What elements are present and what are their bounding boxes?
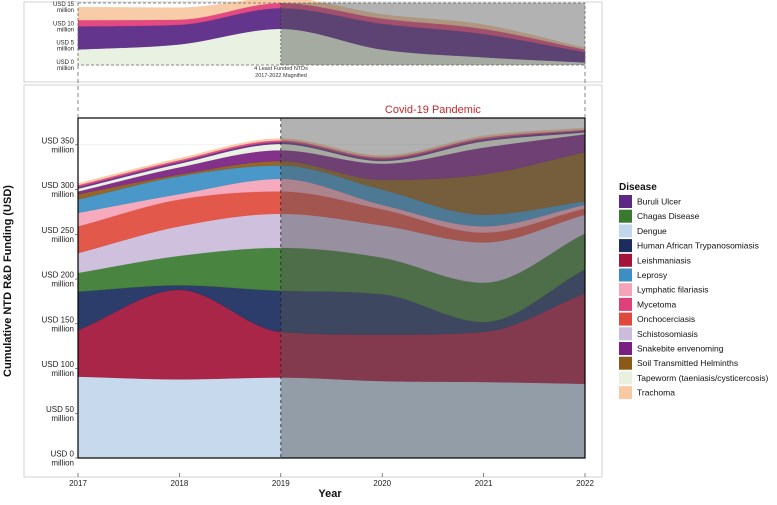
inset-y-tick-label: USD 10 bbox=[53, 21, 75, 27]
covid-label: Covid-19 Pandemic bbox=[385, 104, 481, 116]
y-tick-unit: million bbox=[51, 190, 74, 199]
legend-swatch bbox=[619, 371, 632, 385]
inset-bands bbox=[77, 0, 586, 66]
legend-label: Schistosomiasis bbox=[637, 329, 698, 339]
legend-swatch bbox=[619, 224, 632, 238]
legend-swatch bbox=[619, 253, 632, 267]
inset-covid-shade bbox=[280, 3, 585, 65]
plot-box bbox=[77, 117, 586, 459]
legend-swatch bbox=[619, 195, 632, 208]
inset-y-tick-unit: million bbox=[57, 8, 74, 14]
y-tick-label: USD 150 bbox=[42, 315, 75, 324]
y-tick-unit: million bbox=[51, 324, 74, 333]
x-axis-title: Year bbox=[318, 488, 342, 500]
legend-item-buruli-ulcer: Buruli Ulcer bbox=[619, 195, 681, 208]
legend-item-mycetoma: Mycetoma bbox=[619, 297, 676, 311]
legend-label: Buruli Ulcer bbox=[637, 197, 681, 207]
legend-label: Soil Transmitted Helminths bbox=[637, 358, 738, 368]
legend-swatch bbox=[619, 342, 632, 355]
legend-swatch bbox=[619, 283, 632, 297]
legend: Disease Buruli Ulcer Chagas Disease Dengue… bbox=[619, 182, 768, 400]
legend-swatch bbox=[619, 297, 632, 311]
legend-swatch bbox=[619, 209, 632, 223]
legend-item-schistosomiasis: Schistosomiasis bbox=[619, 327, 698, 341]
inset-connectors bbox=[77, 65, 586, 118]
inset-y-tick-unit: million bbox=[57, 66, 74, 72]
x-axis: 2017 2018 2019 2020 2021 2022 bbox=[69, 473, 594, 488]
legend-item-leishmaniasis: Leishmaniasis bbox=[619, 253, 691, 267]
inset-y-tick-label: USD 5 bbox=[56, 41, 74, 47]
legend-label: Mycetoma bbox=[637, 299, 676, 309]
inset-y-tick-unit: million bbox=[57, 27, 74, 33]
legend-label: Trachoma bbox=[637, 388, 675, 398]
y-tick-unit: million bbox=[51, 369, 74, 378]
x-tick-label: 2018 bbox=[171, 479, 189, 488]
inset-y-tick-unit: million bbox=[57, 47, 74, 53]
legend-label: Leprosy bbox=[637, 270, 668, 280]
inset-magnified-box bbox=[77, 2, 586, 66]
inset-caption-line1: 4 Least Funded NTDs bbox=[254, 66, 308, 72]
legend-item-human-african-trypanosomiasis: Human African Trypanosomiasis bbox=[619, 239, 759, 253]
inset-caption-line2: 2017-2022 Magnified bbox=[255, 73, 307, 79]
legend-swatch bbox=[619, 327, 632, 341]
legend-item-leprosy: Leprosy bbox=[619, 268, 668, 282]
y-tick-unit: million bbox=[51, 280, 74, 289]
legend-swatch bbox=[619, 268, 632, 282]
x-tick-label: 2021 bbox=[475, 479, 493, 488]
legend-item-snakebite-envenoming: Snakebite envenoming bbox=[619, 342, 724, 355]
legend-label: Leishmaniasis bbox=[637, 255, 691, 265]
inset-band-trachoma bbox=[77, 0, 586, 50]
legend-item-soil-transmitted-helminths: Soil Transmitted Helminths bbox=[619, 356, 738, 370]
y-tick-unit: million bbox=[51, 459, 74, 468]
legend-swatch bbox=[619, 356, 632, 370]
y-tick-unit: million bbox=[51, 145, 74, 154]
x-tick-label: 2020 bbox=[373, 479, 391, 488]
y-tick-label: USD 0 bbox=[50, 450, 74, 459]
legend-label: Snakebite envenoming bbox=[637, 344, 724, 354]
covid-shade bbox=[280, 118, 585, 458]
legend-item-dengue: Dengue bbox=[619, 224, 667, 238]
x-tick-label: 2017 bbox=[69, 479, 87, 488]
legend-item-onchocerciasis: Onchocerciasis bbox=[619, 312, 695, 326]
x-tick-label: 2019 bbox=[272, 479, 290, 488]
y-tick-label: USD 250 bbox=[42, 226, 75, 235]
y-tick-label: USD 50 bbox=[46, 405, 75, 414]
legend-item-tapeworm-taeniasis-cysticercosis: Tapeworm (taeniasis/cysticercosis) bbox=[619, 371, 768, 385]
inset-y-tick-label: USD 15 bbox=[53, 2, 75, 8]
legend-item-chagas-disease: Chagas Disease bbox=[619, 209, 700, 223]
legend-swatch bbox=[619, 386, 632, 400]
legend-swatch bbox=[619, 239, 632, 253]
legend-swatch bbox=[619, 312, 632, 326]
y-tick-unit: million bbox=[51, 414, 74, 423]
legend-label: Human African Trypanosomiasis bbox=[637, 241, 759, 251]
x-tick-label: 2022 bbox=[576, 479, 594, 488]
y-tick-unit: million bbox=[51, 235, 74, 244]
legend-item-lymphatic-filariasis: Lymphatic filariasis bbox=[619, 283, 709, 297]
y-tick-label: USD 350 bbox=[42, 136, 75, 145]
inset-y-tick-label: USD 0 bbox=[56, 60, 74, 66]
legend-label: Lymphatic filariasis bbox=[637, 285, 709, 295]
main-bands bbox=[77, 127, 586, 459]
legend-label: Tapeworm (taeniasis/cysticercosis) bbox=[637, 373, 768, 383]
y-tick-label: USD 100 bbox=[42, 360, 75, 369]
legend-title: Disease bbox=[619, 182, 657, 193]
legend-label: Onchocerciasis bbox=[637, 314, 695, 324]
legend-items: Buruli Ulcer Chagas Disease Dengue Human Af… bbox=[619, 195, 768, 400]
legend-item-trachoma: Trachoma bbox=[619, 386, 675, 400]
legend-label: Chagas Disease bbox=[637, 211, 700, 221]
y-tick-label: USD 300 bbox=[42, 181, 75, 190]
y-axis-title: Cumulative NTD R&D Funding (USD) bbox=[2, 185, 14, 377]
legend-label: Dengue bbox=[637, 226, 667, 236]
y-tick-label: USD 200 bbox=[42, 271, 75, 280]
